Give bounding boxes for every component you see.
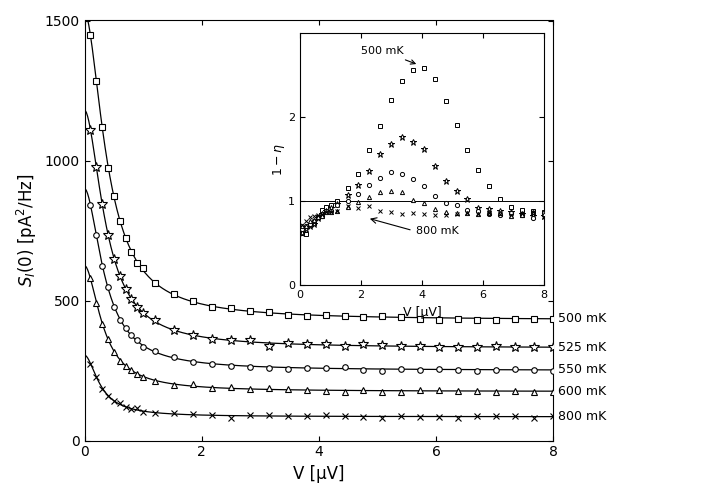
X-axis label: V [μV]: V [μV]: [293, 465, 344, 483]
Text: 500 mK: 500 mK: [558, 312, 606, 325]
Y-axis label: $S_I(0)$ [pA$^2$/Hz]: $S_I(0)$ [pA$^2$/Hz]: [15, 174, 39, 287]
Text: 800 mK: 800 mK: [558, 410, 606, 423]
Text: 600 mK: 600 mK: [558, 384, 606, 398]
Text: 550 mK: 550 mK: [558, 364, 606, 376]
Text: 525 mK: 525 mK: [558, 341, 606, 354]
